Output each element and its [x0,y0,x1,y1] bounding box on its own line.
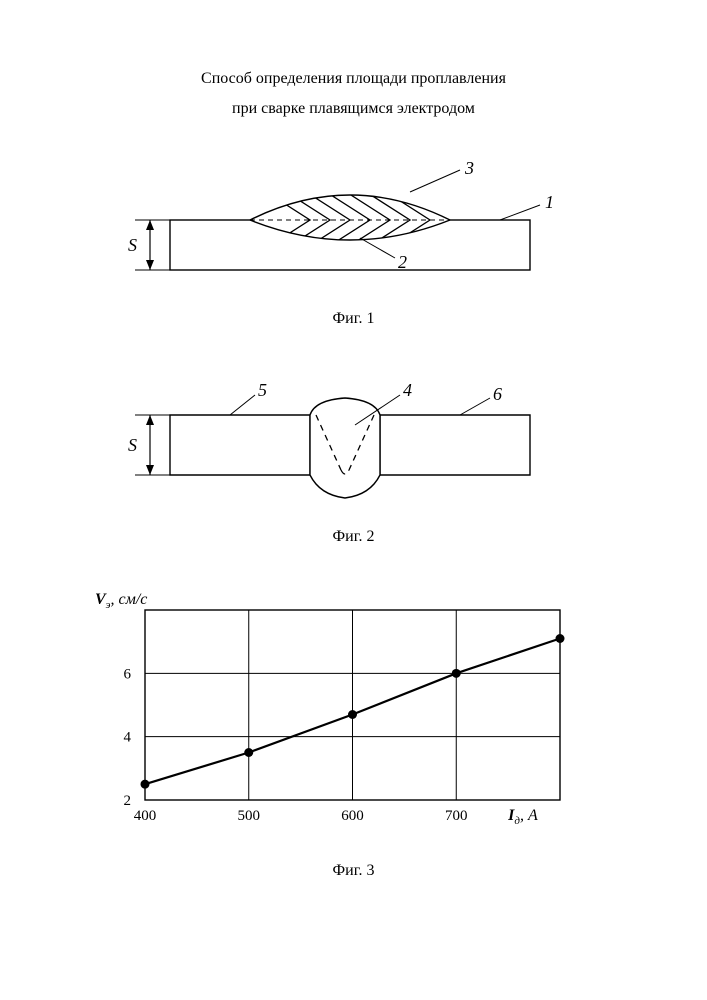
svg-text:6: 6 [124,666,132,682]
chart-xlabel: Iд, А [507,807,538,827]
chart-marker [244,748,253,757]
fig1-callout-3: 3 [464,158,474,178]
fig2-callout-5: 5 [258,380,267,400]
figure-3-chart: 400 500 600 700 2 4 6 Vэ, см/с Iд, А [0,585,707,845]
fig1-dim-label: S [128,235,137,255]
fig1-callout-1: 1 [545,192,554,212]
svg-text:600: 600 [341,808,364,824]
svg-text:400: 400 [134,808,157,824]
svg-text:500: 500 [238,808,261,824]
fig2-callout-6: 6 [493,384,502,404]
fig1-callout-2: 2 [398,252,407,272]
figure-2: S 5 4 6 [0,370,707,530]
fig1-caption: Фиг. 1 [0,310,707,328]
fig2-dim-label: S [128,435,137,455]
chart-marker [348,710,357,719]
svg-text:2: 2 [124,793,132,809]
chart-marker [556,634,565,643]
chart-ylabel: Vэ, см/с [95,591,147,611]
svg-text:700: 700 [445,808,468,824]
chart-marker [452,669,461,678]
svg-text:4: 4 [124,730,132,746]
fig2-caption: Фиг. 2 [0,528,707,546]
page-title-line1: Способ определения площади проплавления [0,70,707,88]
chart-marker [141,780,150,789]
figure-1: S 3 1 2 [0,150,707,310]
fig3-caption: Фиг. 3 [0,862,707,880]
fig2-callout-4: 4 [403,380,412,400]
page-title-line2: при сварке плавящимся электродом [0,100,707,118]
